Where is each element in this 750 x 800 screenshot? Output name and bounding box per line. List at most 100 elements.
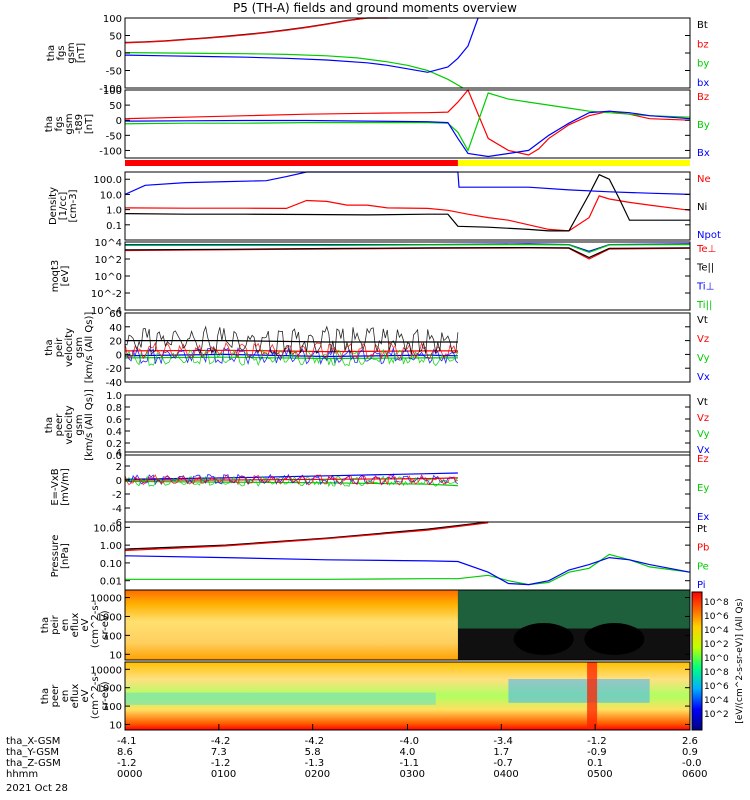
legend-label: Vt bbox=[697, 397, 708, 408]
panel-frame bbox=[124, 312, 691, 383]
xaxis-value: 1.7 bbox=[493, 747, 509, 758]
ytick-label: 100 bbox=[103, 86, 122, 97]
chart-title: P5 (TH-A) fields and ground moments over… bbox=[233, 1, 517, 15]
xaxis-value: -1.3 bbox=[305, 758, 325, 769]
ytick-label: 1.0 bbox=[106, 391, 122, 402]
xaxis-date: 2021 Oct 28 bbox=[6, 783, 68, 794]
series-line bbox=[124, 171, 691, 195]
ytick-label: 10 bbox=[109, 650, 122, 661]
xaxis-value: 2.6 bbox=[682, 736, 698, 747]
ytick-label: 100.0 bbox=[93, 175, 122, 186]
ytick-label: -50 bbox=[106, 131, 122, 142]
legend-label: Bx bbox=[697, 148, 710, 159]
ylabel-line: -t89 bbox=[74, 114, 85, 134]
ytick-label: 0.6 bbox=[106, 415, 122, 426]
legend-label: Ez bbox=[697, 454, 709, 465]
legend-label: Vx bbox=[697, 372, 710, 383]
series-line bbox=[125, 243, 691, 254]
legend-label: Ex bbox=[697, 512, 709, 523]
legend-label: Ne bbox=[697, 174, 711, 185]
ytick-label: 10.0 bbox=[100, 190, 122, 201]
legend-label: Vy bbox=[697, 353, 710, 364]
ylabel-line: peer bbox=[54, 413, 65, 437]
ytick-label: 10.00 bbox=[93, 523, 122, 534]
ylabel-line: [nPa] bbox=[60, 543, 71, 569]
xaxis-value: 0300 bbox=[400, 769, 425, 780]
panel-temperature: Te⊥ Te|| Ti⊥ Ti|| 10^4 10^2 10^0 10^-2 10^-4 moqt… bbox=[50, 238, 716, 317]
ytick-label: 10^4 bbox=[95, 238, 122, 249]
legend-label: Vz bbox=[697, 334, 709, 345]
xaxis-row-label: hhmm bbox=[6, 769, 38, 780]
ytick-label: -4 bbox=[112, 504, 122, 515]
ytick-label: 50 bbox=[109, 32, 122, 43]
ytick-label: 50 bbox=[109, 101, 122, 112]
colorbar-tick: 10^0 bbox=[704, 654, 729, 664]
ylabel-line: [nT] bbox=[76, 43, 87, 63]
ylabel-line: [eV] bbox=[60, 266, 71, 287]
ylabel-line: peir bbox=[50, 614, 61, 634]
ytick-label: -40 bbox=[106, 378, 122, 389]
ylabel-line: [mV/m] bbox=[60, 468, 71, 506]
series-noise bbox=[124, 346, 459, 366]
xaxis-value: 0.9 bbox=[682, 747, 698, 758]
ytick-label: 10^2 bbox=[95, 255, 122, 266]
series-noise bbox=[124, 348, 459, 367]
ytick-label: 1000 bbox=[97, 684, 122, 695]
panel-frame bbox=[124, 241, 691, 311]
legend-label: Pb bbox=[697, 543, 709, 554]
ytick-label: 10^-4 bbox=[91, 306, 122, 317]
series-line bbox=[124, 246, 691, 259]
xaxis-value: -4.0 bbox=[400, 736, 420, 747]
series-noise bbox=[124, 474, 459, 486]
series-line bbox=[124, 555, 691, 586]
xaxis-value: 5.8 bbox=[305, 747, 321, 758]
xaxis-value: -0.0 bbox=[682, 758, 702, 769]
ytick-label: 0.01 bbox=[100, 577, 122, 588]
ylabel-line: fgs bbox=[54, 116, 65, 131]
ytick-label: 1.0 bbox=[106, 206, 122, 217]
ylabel-line: tha bbox=[44, 116, 55, 132]
ytick-label: 0.10 bbox=[100, 559, 122, 570]
ylabel-line: velocity bbox=[64, 405, 75, 444]
panel-frame bbox=[124, 89, 691, 159]
xaxis-value: -1.1 bbox=[400, 758, 420, 769]
mode-bar-slow bbox=[125, 160, 458, 166]
ylabel-line: sr-eV) bbox=[100, 610, 111, 639]
legend-label: Bt bbox=[697, 20, 708, 31]
ylabel-line: fgs bbox=[56, 45, 67, 60]
xaxis-value: 0600 bbox=[682, 769, 707, 780]
series-noise bbox=[124, 341, 459, 360]
ylabel-line: en bbox=[60, 619, 71, 632]
ylabel-line: [km/s (All Qs)] bbox=[84, 312, 95, 384]
ylabel-line: eV bbox=[80, 689, 91, 702]
ylabel-line: Density bbox=[48, 187, 59, 225]
ylabel-line: moqt3 bbox=[50, 260, 61, 293]
xaxis-value: -0.7 bbox=[493, 758, 513, 769]
ytick-label: 100 bbox=[103, 702, 122, 713]
ytick-label: -20 bbox=[106, 364, 122, 375]
xaxis-value: 8.6 bbox=[117, 747, 133, 758]
ylabel-line: (cm^2-s- bbox=[90, 672, 101, 719]
colorbar-tick: 10^6 bbox=[704, 612, 729, 622]
panel-fgs_gsm: Bt bz by bx 100 50 0 -50 -100 tha fgs gsm [nT] bbox=[46, 14, 709, 95]
ytick-label: 10^0 bbox=[95, 272, 122, 283]
series-line bbox=[124, 110, 691, 158]
colorbar-tick: 10^2 bbox=[704, 640, 729, 650]
ylabel-line: Pressure bbox=[50, 535, 61, 578]
ytick-label: 10^-2 bbox=[91, 289, 122, 300]
ytick-label: 40 bbox=[109, 323, 122, 334]
series-line bbox=[124, 17, 388, 44]
colorbar-tick: 10^2 bbox=[704, 710, 729, 720]
ytick-label: 1000 bbox=[97, 612, 122, 623]
ytick-label: 0 bbox=[116, 49, 122, 60]
legend-label: Ti⊥ bbox=[696, 281, 714, 292]
ytick-label: -100 bbox=[99, 84, 122, 95]
spectrogram-band bbox=[508, 679, 650, 703]
colorbar-tick: 10^4 bbox=[704, 626, 729, 636]
ytick-label: 2 bbox=[116, 462, 122, 473]
panel-density: Ne Ni Npot 100.0 10.0 1.0 0.1 Density [1/cc] [cm-… bbox=[48, 171, 721, 241]
ylabel-line: velocity bbox=[64, 328, 75, 367]
xaxis-value: -0.9 bbox=[587, 747, 607, 758]
spectrogram-void bbox=[513, 623, 574, 655]
ytick-label: 0 bbox=[116, 476, 122, 487]
